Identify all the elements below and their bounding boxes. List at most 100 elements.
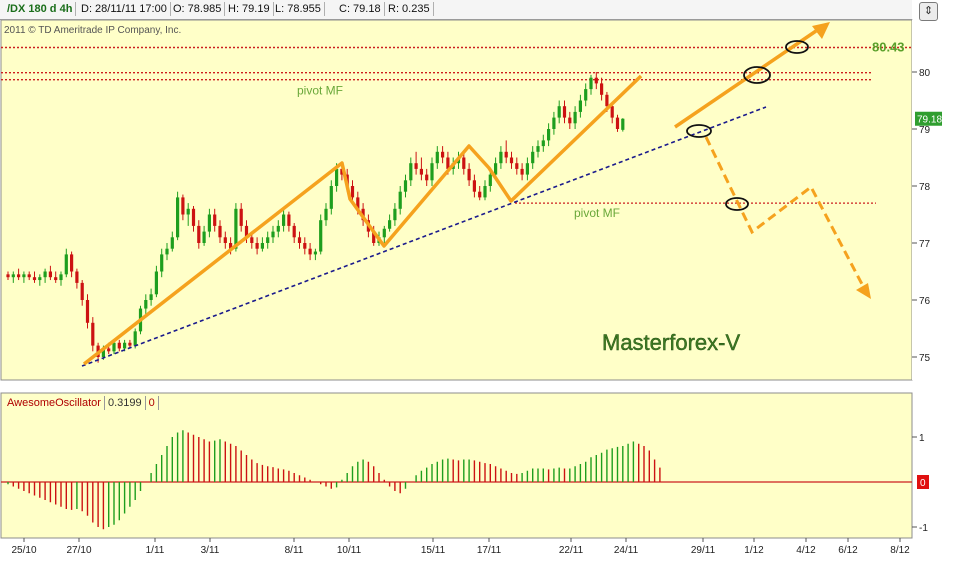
pivot-label-upper: pivot MF	[297, 84, 343, 98]
candle-body	[244, 225, 249, 238]
candle-body	[419, 168, 423, 175]
candle-body	[107, 348, 111, 352]
candle-body	[541, 140, 545, 147]
candle-body	[372, 231, 376, 243]
candle-body	[292, 225, 296, 238]
candle-body	[340, 168, 344, 175]
last-price-label: 79.18	[917, 115, 942, 126]
symbol-info-bar: /DX 180 d 4h D: 28/11/11 17:00 O: 78.985…	[0, 0, 912, 20]
candle-body	[382, 228, 386, 238]
candle-body	[149, 294, 153, 300]
candle-body	[287, 214, 291, 226]
candle-body	[80, 282, 84, 300]
candle-body	[398, 191, 402, 209]
candle-body	[488, 174, 492, 186]
time-tick-label: 8/11	[285, 545, 304, 556]
open-value: O: 78.985	[170, 2, 226, 16]
candle-body	[329, 186, 333, 209]
candle-body	[43, 271, 47, 278]
candle-body	[578, 100, 582, 112]
marker-ellipse	[743, 66, 771, 84]
candle-body	[22, 274, 26, 278]
price-tick-label: 76	[919, 296, 931, 307]
candle-body	[435, 151, 439, 164]
candle-body	[483, 186, 487, 198]
candle-body	[11, 274, 15, 278]
price-tick-label: 79	[919, 125, 931, 136]
candle-body	[615, 117, 620, 129]
oscillator-panel	[0, 392, 913, 539]
candle-body	[605, 94, 609, 107]
pivot-label-lower: pivot MF	[574, 206, 620, 220]
candle-body	[260, 243, 264, 249]
time-tick-label: 17/11	[477, 545, 502, 556]
oscillator-label[interactable]: AwesomeOscillator 0.3199 0	[4, 396, 159, 410]
candle-body	[430, 163, 434, 181]
arrow-down-head	[856, 283, 871, 299]
candle-body	[133, 331, 137, 346]
candle-body	[54, 277, 58, 281]
candle-body	[536, 146, 540, 152]
candle-body	[499, 151, 503, 164]
candle-body	[123, 342, 127, 349]
trend-line	[81, 106, 767, 367]
candle-body	[282, 214, 286, 226]
candle-body	[425, 174, 429, 181]
candle-body	[48, 271, 52, 278]
candle-body	[388, 220, 392, 229]
candle-body	[409, 163, 413, 181]
time-tick-label: 29/11	[691, 545, 716, 556]
price-tick-label: 77	[919, 239, 931, 250]
watermark-text: Masterforex-V	[602, 330, 740, 355]
candle-body	[594, 77, 598, 84]
candle-body	[552, 117, 556, 129]
price-tick-label: 75	[919, 353, 931, 364]
candle-body	[75, 271, 79, 283]
candle-body	[266, 237, 270, 243]
candle-body	[91, 322, 95, 346]
candle-body	[319, 220, 323, 252]
candle-body	[515, 163, 519, 169]
candle-body	[38, 277, 42, 281]
candle-body	[467, 168, 471, 181]
oscillator-zero-tag	[917, 475, 929, 489]
price-plot-area	[0, 19, 913, 381]
time-tick-label: 8/12	[890, 545, 910, 556]
candle-body	[112, 342, 116, 352]
candle-body	[589, 77, 593, 90]
candle-body	[32, 277, 37, 281]
time-tick-label: 24/11	[614, 545, 639, 556]
time-tick-label: 3/11	[201, 545, 220, 556]
candle-body	[170, 237, 174, 249]
candle-body	[234, 208, 238, 249]
time-axis: 25/10 27/10 1/11 3/11 8/11 10/11 15/11 17/11 22/…	[11, 538, 910, 556]
candle-body	[547, 129, 551, 141]
chart-scroll-button[interactable]: ⇕	[919, 2, 938, 21]
candle-body	[356, 197, 360, 209]
symbol-label[interactable]: /DX 180 d 4h	[4, 2, 77, 16]
candle-body	[303, 243, 307, 249]
price-axis-background	[912, 20, 956, 380]
candle-body	[276, 225, 280, 232]
candle-body	[17, 274, 21, 278]
candle-body	[191, 208, 196, 226]
candle-body	[117, 342, 121, 349]
oscillator-zero-value: 0	[146, 396, 159, 410]
candle-body	[308, 248, 312, 255]
marker-ellipse	[785, 40, 809, 54]
candle-body	[531, 151, 535, 164]
close-value: C: 79.18	[336, 2, 385, 16]
candle-body	[197, 225, 201, 243]
candle-body	[441, 151, 445, 158]
candle-body	[462, 157, 466, 169]
price-tick-label: 78	[919, 182, 931, 193]
time-tick-label: 15/11	[421, 545, 446, 556]
resistance-label: 80.43	[872, 39, 905, 54]
candle-body	[562, 106, 567, 118]
copyright-text: 2011 © TD Ameritrade IP Company, Inc.	[4, 25, 182, 36]
candle-body	[472, 180, 476, 192]
time-tick-label: 4/12	[796, 545, 816, 556]
range-value: R: 0.235	[385, 2, 434, 16]
price-panel: 80.43 pivot MF pivot MF Masterforex-V	[0, 19, 913, 381]
